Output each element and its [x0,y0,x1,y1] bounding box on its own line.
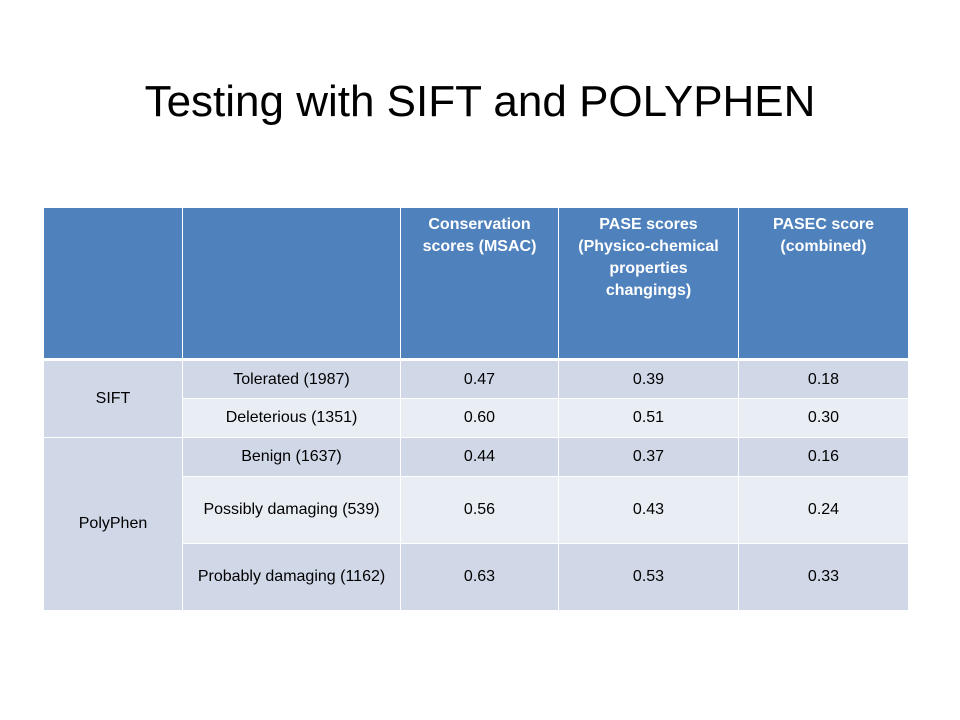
pase-value: 0.53 [558,543,739,611]
msac-value: 0.56 [400,476,559,544]
header-msac: Conservation scores (MSAC) [400,207,559,361]
pasec-value: 0.18 [738,359,909,399]
results-table: Conservation scores (MSAC) PASE scores (… [43,207,909,611]
row-label: Tolerated (1987) [182,359,401,399]
msac-value: 0.47 [400,359,559,399]
pasec-value: 0.33 [738,543,909,611]
header-row: Conservation scores (MSAC) PASE scores (… [43,207,909,361]
slide-title: Testing with SIFT and POLYPHEN [144,77,816,126]
pase-value: 0.51 [558,398,739,438]
msac-value: 0.63 [400,543,559,611]
header-pase: PASE scores (Physico-chemical properties… [558,207,739,361]
table-row: PolyPhen Benign (1637) 0.44 0.37 0.16 [43,437,909,611]
table-row: SIFT Tolerated (1987) 0.47 0.39 0.18 [43,359,909,438]
row-label: Probably damaging (1162) [182,543,401,611]
table-row: Possibly damaging (539) 0.56 0.43 0.24 [44,476,909,544]
table-row: Deleterious (1351) 0.60 0.51 0.30 [44,398,909,438]
pase-value: 0.37 [558,437,739,477]
header-empty-label [182,207,401,361]
pasec-value: 0.24 [738,476,909,544]
group-label-polyphen: PolyPhen [43,437,183,611]
row-label: Deleterious (1351) [182,398,401,438]
table-row: Probably damaging (1162) 0.63 0.53 0.33 [44,543,909,611]
pase-value: 0.43 [558,476,739,544]
pase-value: 0.39 [558,359,739,399]
pasec-value: 0.30 [738,398,909,438]
group-label-sift: SIFT [43,359,183,438]
row-label: Benign (1637) [182,437,401,477]
row-label: Possibly damaging (539) [182,476,401,544]
header-pasec: PASEC score (combined) [738,207,909,361]
msac-value: 0.60 [400,398,559,438]
msac-value: 0.44 [400,437,559,477]
header-empty-group [43,207,183,361]
pasec-value: 0.16 [738,437,909,477]
